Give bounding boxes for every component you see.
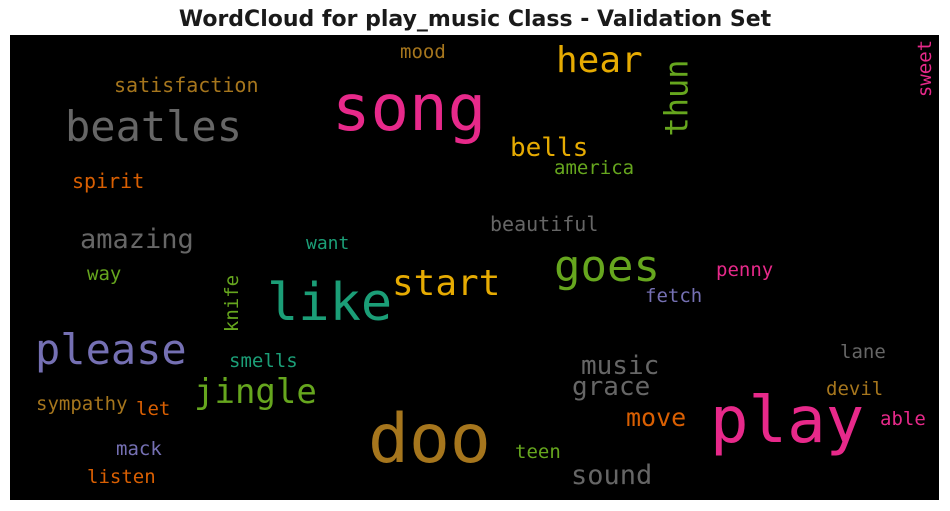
word-bells: bells	[510, 133, 589, 163]
word-penny: penny	[716, 259, 774, 281]
chart-title: WordCloud for play_music Class - Validat…	[178, 7, 772, 32]
word-cloud: song play doo like beatles please goes h…	[10, 35, 939, 500]
word-knife: knife	[221, 274, 244, 333]
word-beautiful: beautiful	[490, 212, 599, 236]
word-able: able	[880, 408, 926, 430]
word-spirit: spirit	[72, 169, 145, 193]
word-sympathy: sympathy	[36, 393, 128, 415]
word-way: way	[87, 263, 122, 285]
word-song: song	[332, 72, 487, 146]
word-beatles: beatles	[65, 102, 243, 151]
word-sweet: sweet	[914, 39, 937, 98]
word-start: start	[392, 263, 501, 304]
word-goes: goes	[554, 241, 660, 292]
word-sound: sound	[571, 460, 653, 491]
word-please: please	[35, 325, 187, 374]
word-like: like	[267, 273, 393, 333]
word-lane: lane	[840, 341, 886, 363]
word-smells: smells	[229, 350, 298, 372]
word-america: america	[554, 157, 635, 179]
word-satisfaction: satisfaction	[114, 73, 259, 97]
word-play: play	[710, 384, 865, 458]
word-mack: mack	[116, 438, 162, 460]
word-devil: devil	[826, 378, 884, 400]
word-amazing: amazing	[80, 224, 194, 255]
word-let: let	[136, 398, 171, 420]
word-music: music	[581, 351, 660, 381]
word-fetch: fetch	[645, 285, 703, 307]
word-doo: doo	[368, 400, 491, 479]
word-jingle: jingle	[194, 372, 317, 412]
word-hear: hear	[556, 40, 643, 81]
word-grace: grace	[572, 372, 651, 402]
word-move: move	[626, 403, 687, 432]
word-thun: thun	[657, 59, 696, 137]
word-mood: mood	[400, 41, 446, 63]
word-want: want	[306, 233, 350, 254]
word-listen: listen	[87, 466, 156, 488]
word-teen: teen	[515, 441, 561, 463]
